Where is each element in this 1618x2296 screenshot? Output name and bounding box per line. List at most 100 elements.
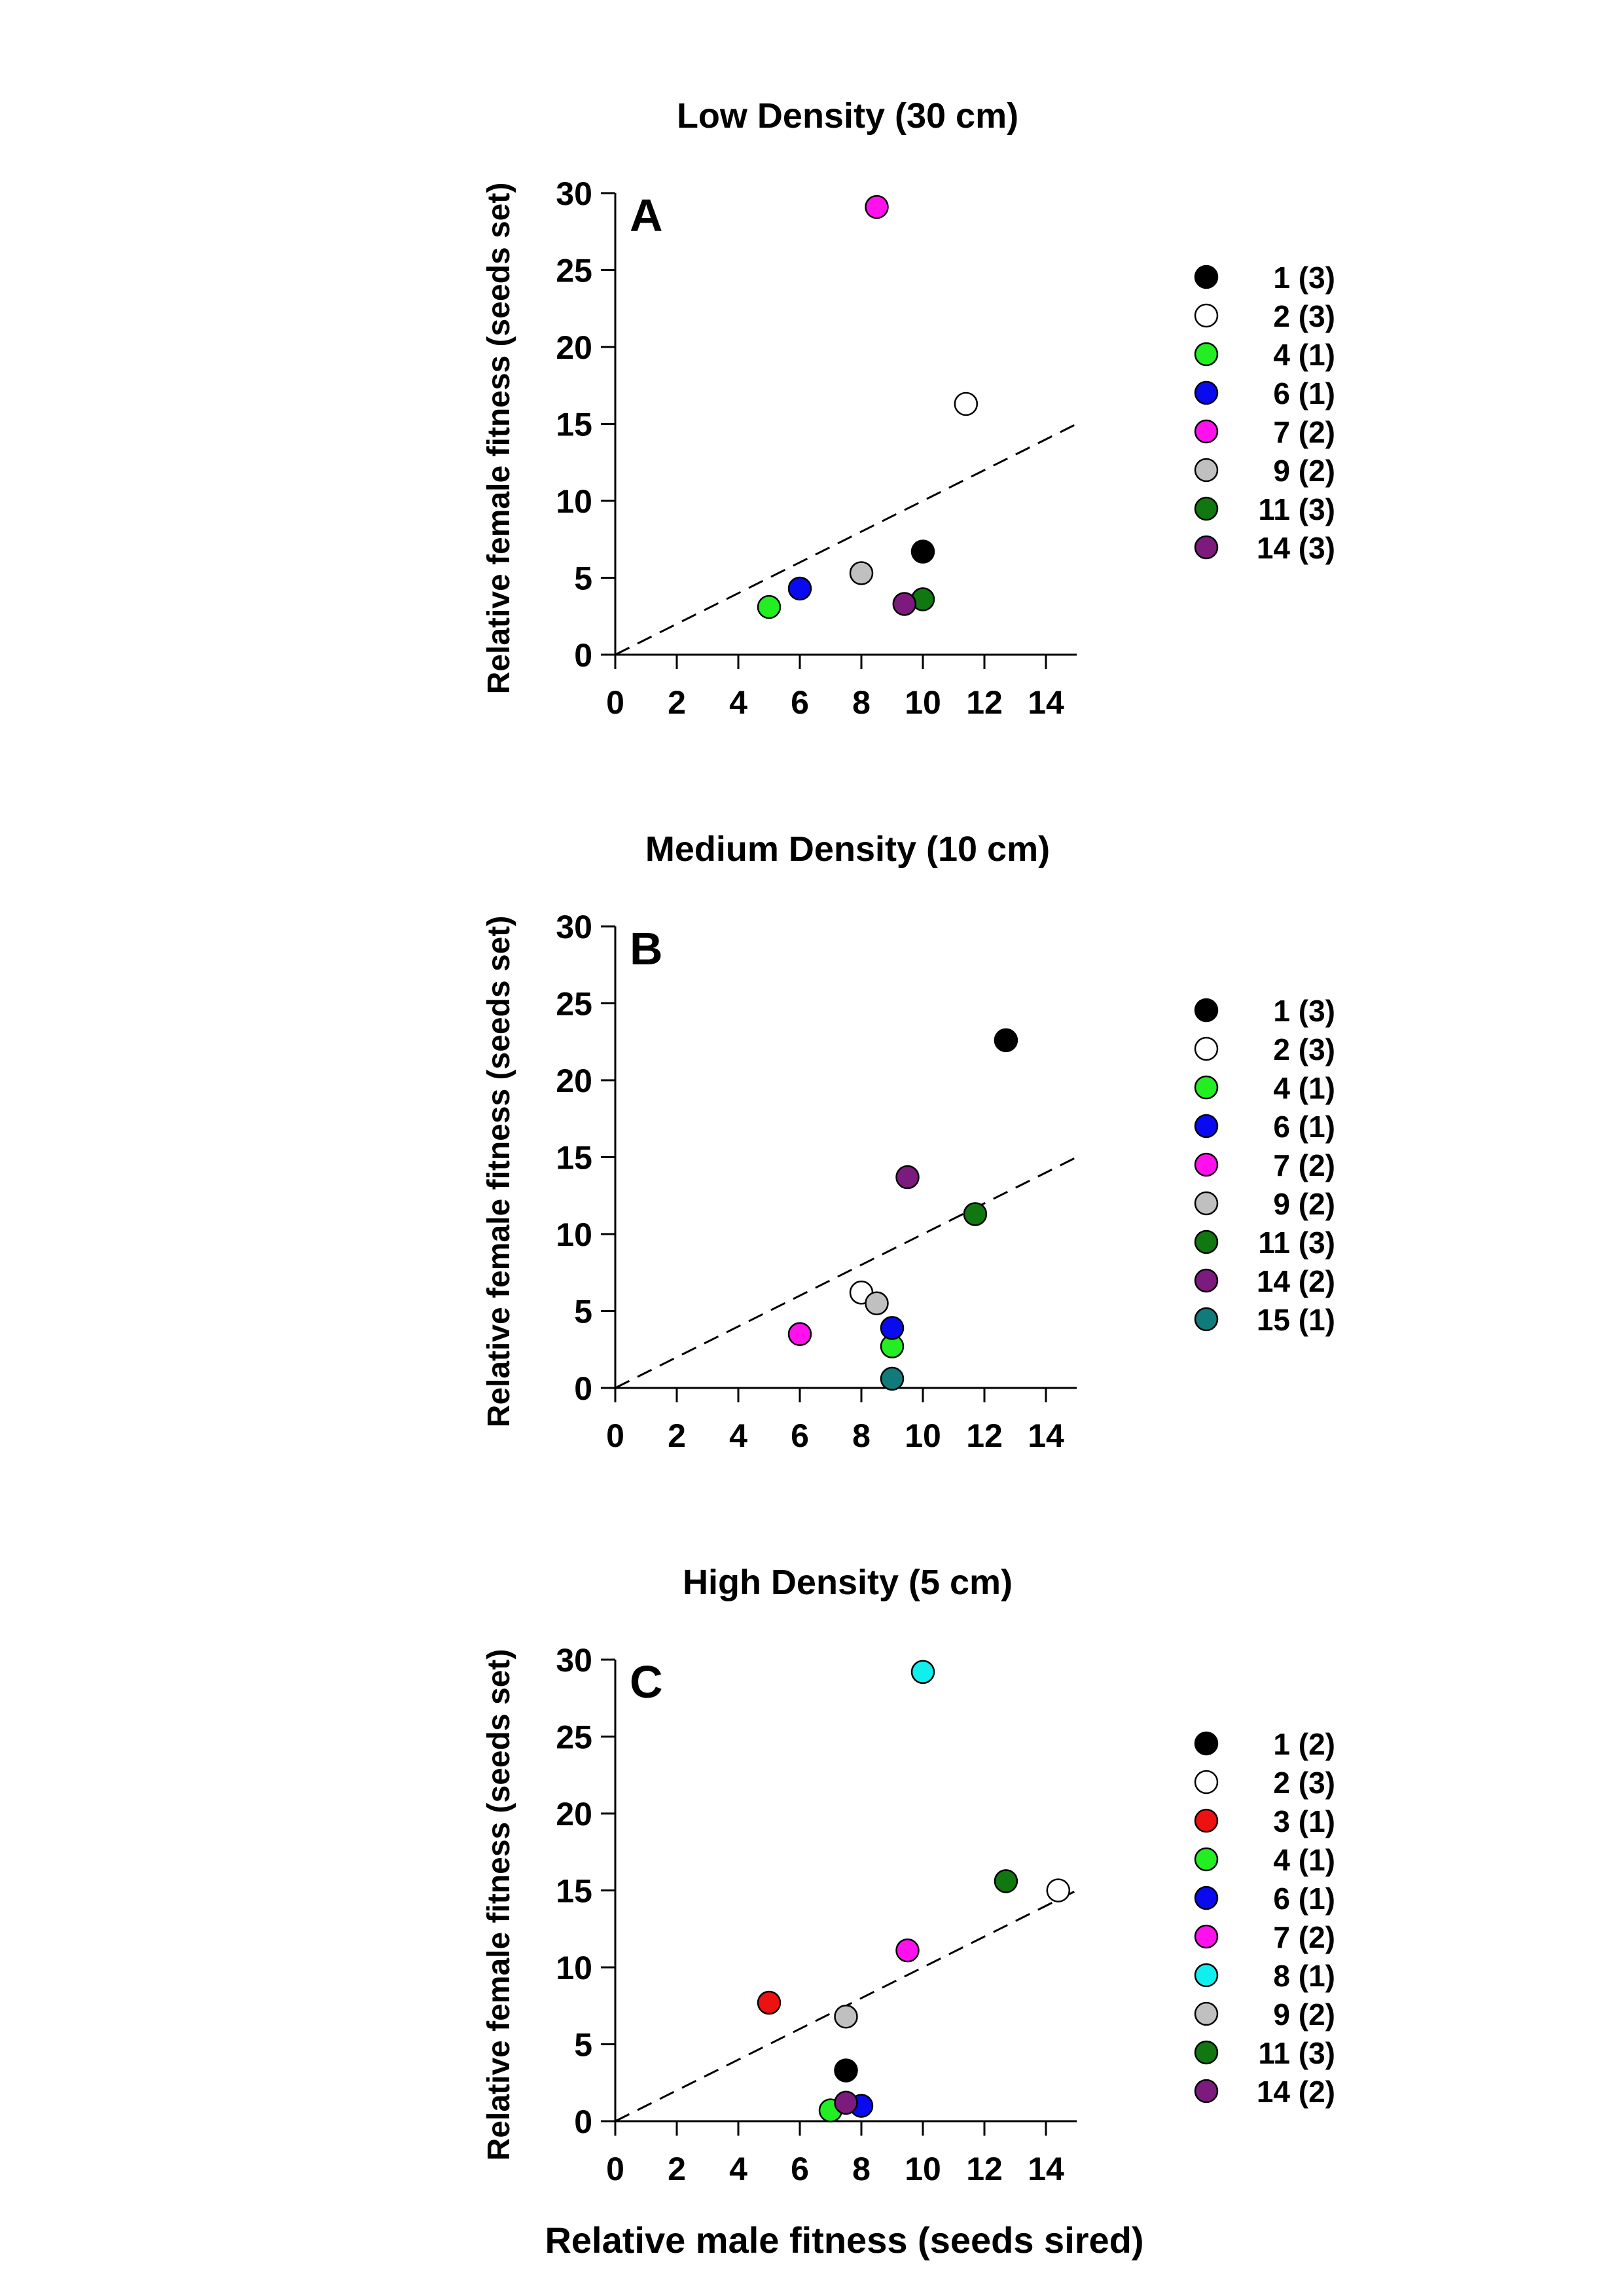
data-point bbox=[994, 1028, 1018, 1053]
legend-marker bbox=[1194, 1847, 1219, 1872]
data-point bbox=[865, 194, 889, 219]
legend-marker bbox=[1194, 458, 1219, 483]
legend-marker bbox=[1194, 1731, 1219, 1756]
legend-marker bbox=[1194, 303, 1219, 328]
legend-label: 8 (1) bbox=[1273, 1959, 1335, 1993]
y-tick-label: 20 bbox=[556, 1796, 592, 1832]
x-tick-label: 0 bbox=[606, 1417, 624, 1454]
legend-label: 4 (1) bbox=[1273, 1843, 1335, 1877]
chart-title: Medium Density (10 cm) bbox=[645, 829, 1050, 869]
y-tick-label: 0 bbox=[574, 1370, 592, 1407]
y-tick-label: 10 bbox=[556, 1950, 592, 1986]
legend-marker bbox=[1194, 1268, 1219, 1293]
y-tick-label: 15 bbox=[556, 1140, 592, 1176]
x-tick-label: 2 bbox=[668, 1417, 686, 1454]
x-tick-label: 14 bbox=[1028, 1417, 1064, 1454]
x-tick-label: 4 bbox=[729, 2151, 747, 2187]
legend-marker bbox=[1194, 1963, 1219, 1988]
chart-panel-a: Low Density (30 cm) A 0 5 10 15 20 25 30 0 2 4 6 8 10 1… bbox=[482, 96, 1335, 721]
legend-marker bbox=[1194, 1036, 1219, 1061]
x-tick-label: 2 bbox=[668, 684, 686, 721]
data-point bbox=[757, 1990, 782, 2015]
legend-marker bbox=[1194, 1114, 1219, 1139]
y-tick-label: 30 bbox=[556, 1642, 592, 1679]
chart-panel-c: High Density (5 cm) C 0 5 10 15 20 25 30 0 2 4 6 8 10 1… bbox=[482, 1563, 1335, 2187]
y-tick-label: 5 bbox=[574, 1294, 592, 1330]
y-axis-label: Relative female fitness (seeds set) bbox=[482, 916, 516, 1428]
legend-label: 9 (2) bbox=[1273, 1187, 1335, 1221]
panel-letter: A bbox=[630, 190, 663, 241]
x-tick-label: 2 bbox=[668, 2151, 686, 2187]
x-tick-label: 0 bbox=[606, 684, 624, 721]
legend-marker bbox=[1194, 1808, 1219, 1833]
x-tick-label: 8 bbox=[852, 2151, 871, 2187]
legend-marker bbox=[1194, 419, 1219, 444]
reference-line bbox=[615, 1156, 1077, 1389]
y-tick-label: 5 bbox=[574, 2027, 592, 2064]
legend-marker bbox=[1194, 2001, 1219, 2026]
data-point bbox=[834, 2058, 858, 2083]
y-tick-label: 20 bbox=[556, 1063, 592, 1099]
x-tick-label: 12 bbox=[966, 1417, 1003, 1454]
legend-marker bbox=[1194, 1152, 1219, 1177]
panel-letter: C bbox=[630, 1656, 663, 1707]
panel-letter: B bbox=[630, 923, 663, 974]
y-tick-label: 25 bbox=[556, 986, 592, 1023]
legend-label: 7 (2) bbox=[1273, 1920, 1335, 1954]
y-tick-label: 10 bbox=[556, 483, 592, 520]
legend-label: 14 (2) bbox=[1257, 2075, 1335, 2109]
legend-label: 1 (2) bbox=[1273, 1727, 1335, 1761]
legend-label: 2 (3) bbox=[1273, 1032, 1335, 1066]
x-tick-label: 10 bbox=[905, 2151, 941, 2187]
y-axis-label: Relative female fitness (seeds set) bbox=[482, 183, 516, 695]
legend-label: 9 (2) bbox=[1273, 1997, 1335, 2032]
data-point bbox=[954, 392, 979, 416]
data-point bbox=[910, 539, 935, 564]
data-point bbox=[994, 1869, 1018, 1893]
legend-marker bbox=[1194, 998, 1219, 1023]
data-point bbox=[757, 594, 782, 619]
data-point bbox=[834, 2004, 858, 2029]
legend-marker bbox=[1194, 1191, 1219, 1216]
legend-marker bbox=[1194, 1924, 1219, 1949]
x-tick-label: 10 bbox=[905, 1417, 941, 1454]
legend-marker bbox=[1194, 496, 1219, 521]
legend-label: 1 (3) bbox=[1273, 261, 1335, 295]
data-point bbox=[895, 1165, 920, 1190]
x-tick-label: 8 bbox=[852, 1417, 871, 1454]
legend-marker bbox=[1194, 380, 1219, 405]
legend-label: 6 (1) bbox=[1273, 1110, 1335, 1144]
y-tick-label: 5 bbox=[574, 560, 592, 597]
data-point bbox=[892, 592, 917, 616]
legend-marker bbox=[1194, 1307, 1219, 1332]
legend-label: 4 (1) bbox=[1273, 1071, 1335, 1105]
legend-label: 15 (1) bbox=[1257, 1303, 1335, 1337]
y-axis-label: Relative female fitness (seeds set) bbox=[482, 1649, 516, 2161]
chart-title: Low Density (30 cm) bbox=[677, 96, 1018, 136]
y-tick-label: 20 bbox=[556, 329, 592, 366]
y-tick-label: 0 bbox=[574, 637, 592, 674]
data-point bbox=[963, 1202, 988, 1226]
y-tick-label: 15 bbox=[556, 1873, 592, 1910]
legend-label: 11 (3) bbox=[1258, 1226, 1335, 1260]
x-tick-label: 14 bbox=[1028, 684, 1064, 721]
legend-label: 2 (3) bbox=[1273, 299, 1335, 333]
reference-line bbox=[615, 423, 1077, 656]
y-tick-label: 25 bbox=[556, 1719, 592, 1756]
legend-label: 1 (3) bbox=[1273, 994, 1335, 1028]
x-tick-label: 10 bbox=[905, 684, 941, 721]
data-point bbox=[880, 1366, 905, 1391]
legend-label: 6 (1) bbox=[1273, 1882, 1335, 1916]
data-point bbox=[895, 1938, 920, 1963]
data-point bbox=[849, 561, 874, 585]
legend-label: 14 (2) bbox=[1257, 1264, 1335, 1298]
y-tick-label: 10 bbox=[556, 1216, 592, 1253]
legend-marker bbox=[1194, 1770, 1219, 1795]
x-tick-label: 14 bbox=[1028, 2151, 1064, 2187]
data-point bbox=[880, 1316, 905, 1340]
legend-marker bbox=[1194, 1075, 1219, 1100]
x-tick-label: 4 bbox=[729, 1417, 747, 1454]
chart-panel-b: Medium Density (10 cm) B 0 5 10 15 20 25 30 0 2 4 6 8… bbox=[482, 829, 1335, 1454]
x-tick-label: 6 bbox=[791, 1417, 809, 1454]
